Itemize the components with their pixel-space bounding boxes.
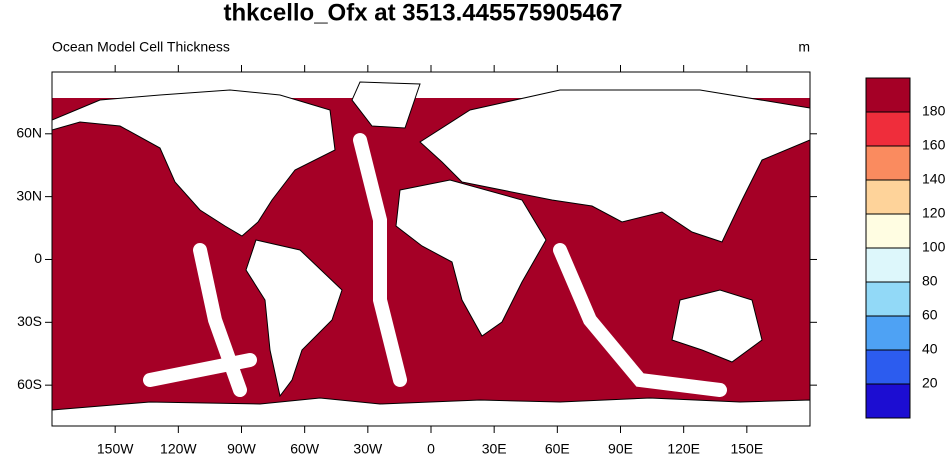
y-tick-label: 60S — [17, 376, 42, 392]
colorbar-label: 180 — [922, 103, 946, 119]
greenland — [351, 81, 421, 129]
x-tick-label: 60W — [290, 441, 320, 457]
map-area — [52, 72, 810, 426]
eurasia — [419, 89, 810, 243]
colorbar-label: 40 — [922, 341, 938, 357]
australia — [671, 289, 763, 363]
x-tick-label: 60E — [545, 441, 570, 457]
colorbar-label: 100 — [922, 239, 946, 255]
x-tick-label: 30E — [482, 441, 507, 457]
colorbar-label: 140 — [922, 171, 946, 187]
colorbar-label: 80 — [922, 273, 938, 289]
colorbar-box — [865, 111, 911, 147]
colorbar-box — [865, 281, 911, 317]
south-america — [245, 239, 343, 398]
right-string: m — [798, 39, 810, 55]
africa — [395, 179, 547, 337]
colorbar-box — [865, 145, 911, 181]
left-string: Ocean Model Cell Thickness — [52, 39, 230, 55]
ridge — [553, 243, 727, 397]
y-tick-label: 30N — [16, 187, 42, 203]
ridges — [143, 133, 727, 397]
title: thkcello_Ofx at 3513.445575905467 — [224, 0, 623, 26]
antarctica — [52, 397, 810, 426]
colorbar-box — [865, 179, 911, 215]
colorbar-box — [865, 77, 911, 113]
x-tick-label: 150E — [730, 441, 763, 457]
colorbar-label: 120 — [922, 205, 946, 221]
colorbar-label: 60 — [922, 307, 938, 323]
ridge — [353, 133, 407, 387]
north-america — [52, 89, 336, 237]
y-tick-label: 30S — [17, 313, 42, 329]
x-tick-label: 120W — [160, 441, 197, 457]
x-tick-label: 90E — [608, 441, 633, 457]
y-tick-label: 60N — [16, 124, 42, 140]
colorbar-label: 20 — [922, 375, 938, 391]
ridge — [143, 353, 257, 387]
land — [52, 72, 810, 426]
x-tick-label: 0 — [427, 441, 435, 457]
x-tick-label: 120E — [667, 441, 700, 457]
colorbar-label: 160 — [922, 137, 946, 153]
colorbar-box — [865, 315, 911, 351]
colorbar-box — [865, 349, 911, 385]
x-tick-label: 90W — [227, 441, 257, 457]
colorbar-box — [865, 213, 911, 249]
x-tick-label: 150W — [97, 441, 134, 457]
x-tick-label: 30W — [353, 441, 383, 457]
colorbar-box — [865, 247, 911, 283]
colorbar-box — [865, 383, 911, 419]
y-tick-label: 0 — [34, 250, 42, 266]
